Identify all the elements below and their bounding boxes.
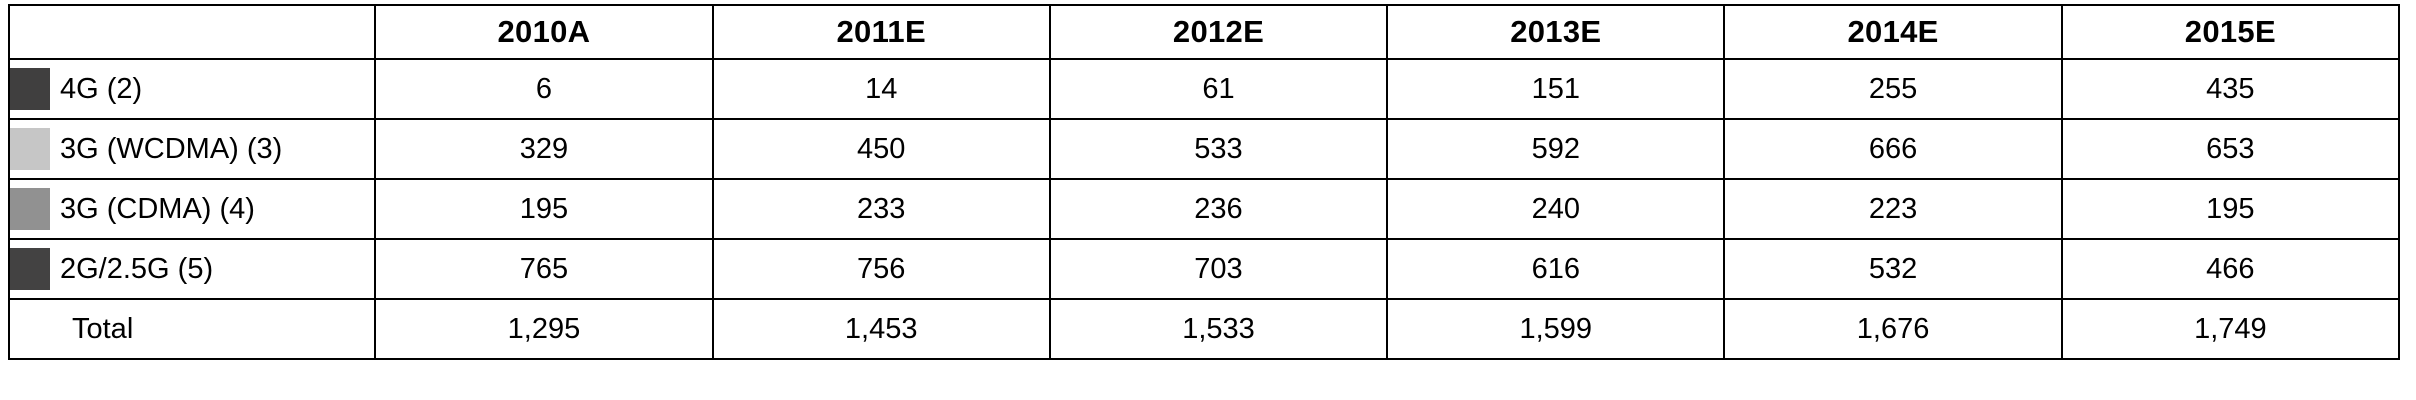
cell-2g-2014e: 532: [1723, 238, 2063, 300]
cell-total-2014e: 1,676: [1723, 298, 2063, 360]
table-row: 4G (2) 6 14 61 151 255 435: [7, 58, 2401, 120]
table-row: 2G/2.5G (5) 765 756 703 616 532 466: [7, 238, 2401, 300]
row-label: Total: [72, 312, 134, 345]
row-label: 3G (CDMA) (4): [60, 192, 255, 225]
row-label-cell-2g: 2G/2.5G (5): [7, 238, 377, 300]
cell-3g-wcdma-2011e: 450: [711, 118, 1051, 180]
cell-3g-wcdma-2014e: 666: [1723, 118, 2063, 180]
cell-2g-2015e: 466: [2060, 238, 2401, 300]
header-corner-cell: [7, 4, 377, 60]
cell-4g-2015e: 435: [2060, 58, 2401, 120]
cell-4g-2013e: 151: [1386, 58, 1726, 120]
cell-4g-2011e: 14: [711, 58, 1051, 120]
row-label-cell-3g-wcdma: 3G (WCDMA) (3): [7, 118, 377, 180]
legend-swatch-icon: [10, 68, 50, 110]
cell-4g-2010a: 6: [374, 58, 714, 120]
cell-3g-cdma-2013e: 240: [1386, 178, 1726, 240]
row-label-cell-3g-cdma: 3G (CDMA) (4): [7, 178, 377, 240]
row-label: 2G/2.5G (5): [60, 252, 214, 285]
cell-3g-wcdma-2013e: 592: [1386, 118, 1726, 180]
cell-3g-cdma-2014e: 223: [1723, 178, 2063, 240]
column-header-2012e: 2012E: [1048, 4, 1389, 60]
column-header-2013e: 2013E: [1386, 4, 1726, 60]
table-total-row: Total 1,295 1,453 1,533 1,599 1,676 1,74…: [7, 298, 2401, 360]
cell-3g-wcdma-2015e: 653: [2060, 118, 2401, 180]
cell-total-2012e: 1,533: [1048, 298, 1389, 360]
cell-4g-2012e: 61: [1048, 58, 1389, 120]
legend-swatch-icon: [10, 188, 50, 230]
table-header-row: 2010A 2011E 2012E 2013E 2014E 2015E: [7, 4, 2401, 60]
cell-2g-2010a: 765: [374, 238, 714, 300]
row-label: 4G (2): [60, 72, 143, 105]
cell-2g-2012e: 703: [1048, 238, 1389, 300]
column-header-2010a: 2010A: [374, 4, 714, 60]
column-header-2015e: 2015E: [2060, 4, 2401, 60]
cell-3g-cdma-2010a: 195: [374, 178, 714, 240]
cell-2g-2011e: 756: [711, 238, 1051, 300]
row-label: 3G (WCDMA) (3): [60, 132, 283, 165]
column-header-2011e: 2011E: [711, 4, 1051, 60]
table-row: 3G (WCDMA) (3) 329 450 533 592 666 653: [7, 118, 2401, 180]
cell-3g-cdma-2012e: 236: [1048, 178, 1389, 240]
legend-swatch-icon: [10, 128, 50, 170]
cell-3g-wcdma-2010a: 329: [374, 118, 714, 180]
cell-total-2011e: 1,453: [711, 298, 1051, 360]
row-label-cell-total: Total: [7, 298, 377, 360]
column-header-2014e: 2014E: [1723, 4, 2063, 60]
cell-total-2013e: 1,599: [1386, 298, 1726, 360]
cell-total-2010a: 1,295: [374, 298, 714, 360]
data-table: 2010A 2011E 2012E 2013E 2014E 2015E 4G (…: [7, 4, 2401, 360]
cell-3g-cdma-2011e: 233: [711, 178, 1051, 240]
cell-total-2015e: 1,749: [2060, 298, 2401, 360]
row-label-cell-4g: 4G (2): [7, 58, 377, 120]
cell-3g-cdma-2015e: 195: [2060, 178, 2401, 240]
cell-2g-2013e: 616: [1386, 238, 1726, 300]
legend-swatch-icon: [10, 248, 50, 290]
cell-3g-wcdma-2012e: 533: [1048, 118, 1389, 180]
table-row: 3G (CDMA) (4) 195 233 236 240 223 195: [7, 178, 2401, 240]
cell-4g-2014e: 255: [1723, 58, 2063, 120]
